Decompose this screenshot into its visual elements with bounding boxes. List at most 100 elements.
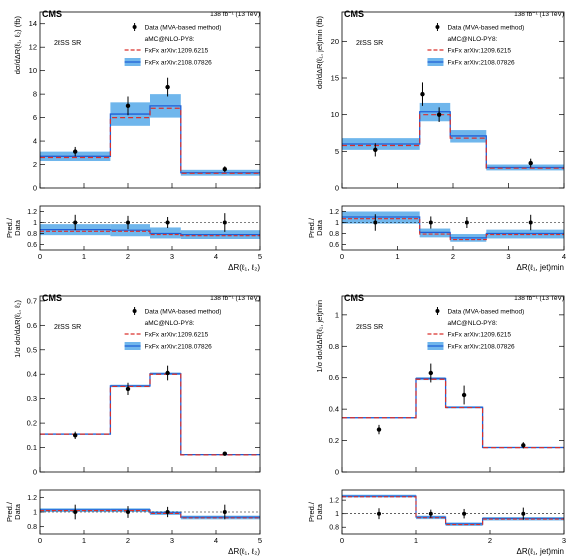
legend-data-marker: [435, 25, 440, 29]
y-tick-label: 0.8: [329, 342, 339, 351]
legend-header: aMC@NLO-PY8:: [145, 320, 195, 327]
data-point-2: [428, 370, 433, 376]
y-tick-label: 6: [33, 113, 37, 122]
ratio-y-label-top: Pred./: [307, 217, 316, 238]
x-tick-label: 4: [214, 536, 218, 545]
ratio-y-label-top: Pred./: [307, 501, 316, 522]
ratio-pad: [342, 494, 564, 526]
lumi-label: 138 fb⁻¹ (13 TeV): [514, 11, 564, 18]
region-label: 2ℓSS SR: [54, 40, 81, 47]
x-tick-label: 1: [82, 252, 86, 261]
y-tick-label: 0: [335, 468, 339, 477]
lumi-label: 138 fb⁻¹ (13 TeV): [210, 295, 260, 302]
ratio-y-tick-label: 1.2: [27, 495, 37, 502]
ratio-data-point-1: [73, 220, 78, 225]
ratio-data-point-3: [464, 220, 469, 225]
y-tick-label: 10: [331, 110, 339, 119]
y-tick-label: 8: [33, 90, 37, 99]
chart-panel-3: 0 0.1 0.2 0.3 0.4 0.5 0.6 0.7 0 1 2 3 4 5 CMS 138 fb⁻¹ …: [5, 293, 262, 556]
legend-2108-label: FxFx arXiv:2108.07826: [145, 344, 213, 351]
data-point-2: [420, 91, 425, 97]
x-axis-label: ΔR(ℓ₁, ℓ₂): [228, 547, 260, 556]
ratio-data-point-1: [73, 510, 78, 514]
region-label: 2ℓSS SR: [356, 324, 383, 331]
ratio-pad: [40, 504, 260, 520]
prediction-line-1209: [40, 373, 260, 456]
data-point-4: [521, 443, 526, 448]
ratio-y-tick-label: 0.8: [27, 524, 37, 531]
legend-header: aMC@NLO-PY8:: [145, 36, 195, 43]
y-tick-label: 2: [33, 160, 37, 169]
ratio-data-point-4: [521, 511, 526, 516]
lumi-label: 138 fb⁻¹ (13 TeV): [210, 11, 260, 18]
ratio-y-label-top: Pred./: [5, 217, 14, 238]
prediction-line-1209: [342, 114, 564, 169]
x-tick-label: 2: [451, 252, 455, 261]
data-point-1: [73, 149, 78, 154]
ratio-data-point-3: [462, 511, 467, 516]
x-tick-label: 2: [126, 536, 130, 545]
x-tick-label: 1: [395, 252, 399, 261]
ratio-data-point-3: [165, 220, 170, 225]
legend-data-marker: [132, 309, 137, 313]
ratio-data-point-2: [428, 220, 433, 225]
data-point-3: [436, 112, 442, 117]
x-axis-label: ΔR(ℓ₁, ℓ₂): [228, 263, 260, 272]
ratio-data-point-1: [373, 220, 378, 225]
data-point-1: [376, 427, 382, 432]
y-tick-label: 1: [335, 310, 339, 319]
ratio-frame: [39, 205, 261, 251]
data-point-1: [73, 433, 78, 438]
legend-1209-label: FxFx arXiv:1209.6215: [145, 48, 209, 55]
cms-label: CMS: [42, 293, 62, 303]
legend-data-marker: [435, 309, 440, 313]
ratio-y-label-bottom: Data: [13, 219, 22, 236]
legend: Data (MVA-based method) aMC@NLO-PY8: FxFx …: [124, 307, 222, 351]
y-tick-label: 0.2: [27, 419, 37, 428]
y-tick-label: 0.5: [27, 345, 37, 354]
y-tick-label: 20: [331, 37, 339, 46]
ratio-y-tick-label: 1: [335, 220, 339, 227]
ratio-y-tick-label: 1.2: [329, 209, 339, 216]
prediction-line-2108: [342, 377, 564, 449]
legend: Data (MVA-based method) aMC@NLO-PY8: FxFx …: [427, 307, 524, 351]
y-tick-label: 4: [33, 137, 37, 146]
legend: Data (MVA-based method) aMC@NLO-PY8: FxFx …: [124, 23, 222, 67]
x-tick-label: 1: [82, 536, 86, 545]
y-tick-label: 0.7: [27, 296, 37, 305]
data-point-4: [528, 160, 533, 166]
legend-data-label: Data (MVA-based method): [145, 25, 222, 32]
data-point-2: [125, 103, 131, 109]
y-tick-label: 14: [29, 19, 37, 28]
ratio-pad: [40, 213, 260, 239]
region-label: 2ℓSS SR: [356, 40, 383, 47]
main-frame: [39, 11, 261, 189]
x-tick-label: 2: [488, 536, 492, 545]
y-axis-label: dσ/dΔR(ℓ₁, ℓ₂) (fb): [13, 16, 22, 75]
data-point-4: [222, 167, 227, 172]
ratio-frame: [341, 205, 565, 251]
legend-data-marker: [132, 25, 137, 29]
main-frame: [39, 295, 261, 473]
y-tick-label: 5: [335, 147, 339, 156]
ratio-data-point-2: [126, 220, 130, 225]
ratio-y-tick-label: 1: [335, 511, 339, 518]
ratio-y-tick-label: 0.6: [329, 242, 339, 249]
y-tick-label: 12: [29, 43, 37, 52]
legend-2108-label: FxFx arXiv:2108.07826: [447, 60, 515, 67]
y-tick-label: 0.4: [329, 405, 339, 414]
y-tick-label: 0.6: [27, 321, 37, 330]
data-point-3: [165, 370, 170, 376]
x-axis-label: ΔR(ℓ₁, jet)min: [516, 263, 564, 272]
ratio-y-tick-label: 0.6: [27, 242, 37, 249]
y-axis-label: dσ/dΔR(ℓ₁, jet)min (fb): [315, 16, 324, 89]
legend-data-label: Data (MVA-based method): [145, 309, 222, 316]
prediction-line-1209: [342, 378, 564, 449]
chart-panel-2: 0 5 10 15 20 0 1 2 3 4 CMS 138 fb⁻¹ (13 TeV) 2ℓSS SR…: [307, 9, 566, 272]
y-tick-label: 0.3: [27, 394, 37, 403]
legend-header: aMC@NLO-PY8:: [447, 36, 497, 43]
y-tick-label: 10: [29, 66, 37, 75]
x-axis-label: ΔR(ℓ₁, jet)min: [516, 547, 564, 556]
legend-2108-label: FxFx arXiv:2108.07826: [447, 344, 515, 351]
